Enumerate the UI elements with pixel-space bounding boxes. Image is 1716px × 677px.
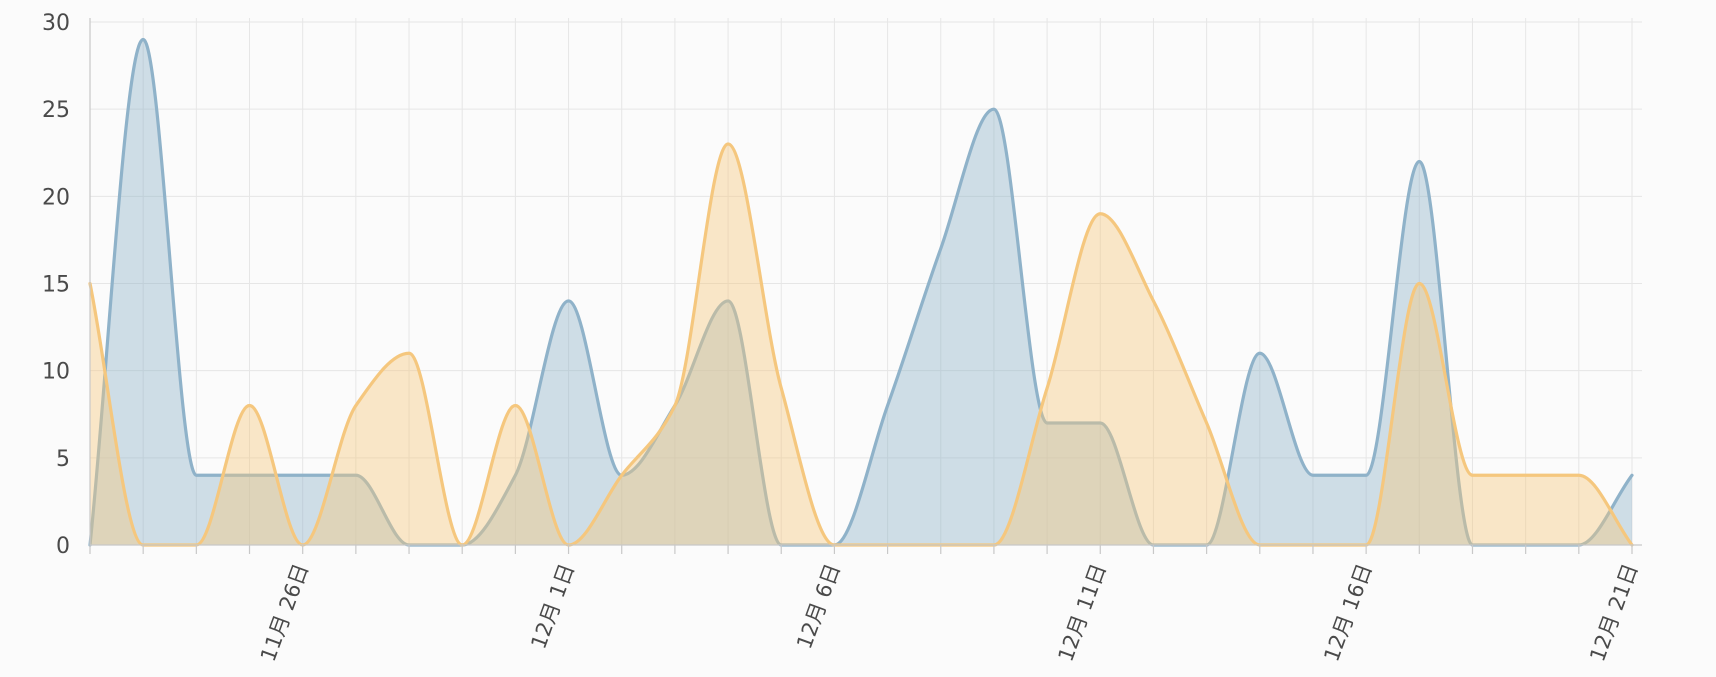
x-tick-label: 11月 26日 bbox=[256, 561, 313, 665]
y-tick-label: 10 bbox=[42, 360, 70, 385]
y-tick-label: 30 bbox=[42, 11, 70, 36]
series-2-area bbox=[90, 144, 1632, 546]
x-tick-label: 12月 1日 bbox=[526, 561, 579, 653]
x-tick-label: 12月 16日 bbox=[1319, 561, 1376, 665]
axes bbox=[89, 18, 1642, 554]
y-tick-label: 15 bbox=[42, 273, 70, 298]
y-tick-label: 20 bbox=[42, 185, 70, 210]
y-tick-label: 5 bbox=[56, 447, 70, 472]
y-tick-label: 0 bbox=[56, 534, 70, 559]
series-2-line bbox=[88, 142, 1634, 547]
series-areas bbox=[88, 37, 1634, 547]
x-tick-label: 12月 6日 bbox=[792, 561, 845, 653]
series-1-area bbox=[90, 39, 1632, 545]
x-tick-label: 12月 11日 bbox=[1053, 561, 1110, 665]
x-tick-label: 12月 21日 bbox=[1585, 561, 1642, 665]
y-tick-label: 25 bbox=[42, 98, 70, 123]
series-1-line bbox=[88, 37, 1634, 547]
